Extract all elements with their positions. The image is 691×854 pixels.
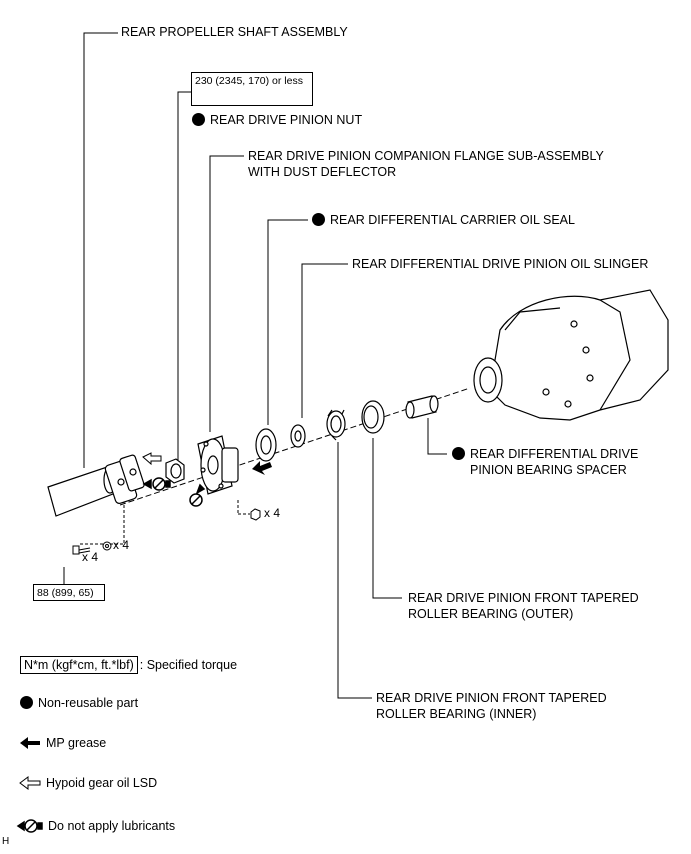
qty-nut: x 4: [264, 506, 281, 520]
bearing-spacer-shape: [405, 395, 439, 419]
qty-bolt: x 4: [82, 550, 99, 564]
legend-mp-grease-text: MP grease: [46, 736, 107, 750]
mp-grease-arrow-icon: [252, 461, 272, 475]
label-oil-seal: REAR DIFFERENTIAL CARRIER OIL SEAL: [312, 212, 575, 229]
hypoid-oil-arrow-icon: [142, 452, 162, 466]
no-lubricant-mark-1: [142, 477, 171, 491]
label-bearing-outer-line2: ROLLER BEARING (OUTER): [408, 607, 574, 621]
label-pinion-nut-text: REAR DRIVE PINION NUT: [210, 113, 363, 127]
bearing-outer-shape: [361, 400, 385, 434]
legend-torque: N*m (kgf*cm, ft.*lbf): Specified torque: [20, 656, 238, 674]
non-reusable-dot-icon: [312, 213, 325, 226]
legend-mp-grease-icon: [20, 737, 40, 749]
legend-hypoid-oil-text: Hypoid gear oil LSD: [46, 776, 158, 790]
leader-bearing-inner: [337, 442, 372, 699]
washer-shape: [102, 541, 112, 551]
leader-oil-seal: [267, 219, 308, 425]
leader-propeller-shaft: [83, 32, 118, 468]
leader-bearing-outer: [372, 438, 402, 599]
leader-oil-slinger: [301, 263, 348, 418]
corner-mark: H: [2, 836, 10, 847]
label-bearing-inner-line2: ROLLER BEARING (INNER): [376, 707, 537, 721]
legend-non-reusable-text: Non-reusable part: [38, 696, 139, 710]
label-companion-flange-line1: REAR DRIVE PINION COMPANION FLANGE SUB-A…: [248, 149, 604, 163]
qty-washer: x 4: [113, 538, 130, 552]
legend-torque-box: N*m (kgf*cm, ft.*lbf): [20, 656, 138, 674]
leader-companion-flange: [209, 155, 244, 432]
label-oil-slinger: REAR DIFFERENTIAL DRIVE PINION OIL SLING…: [352, 257, 649, 271]
non-reusable-dot-icon: [20, 696, 33, 709]
non-reusable-dot-icon: [192, 113, 205, 126]
rear-propeller-shaft: [47, 454, 145, 517]
label-pinion-nut: REAR DRIVE PINION NUT: [192, 112, 362, 129]
no-lubricant-mark-2: [189, 483, 206, 507]
legend-torque-text: : Specified torque: [139, 658, 238, 672]
bolt-shape: [72, 545, 91, 555]
oil-slinger-shape: [290, 424, 306, 448]
torque-box-pinion-nut: 230 (2345, 170) or less: [191, 72, 313, 106]
legend-no-lubricant-text: Do not apply lubricants: [48, 819, 176, 833]
label-bearing-spacer-line2: PINION BEARING SPACER: [470, 463, 627, 477]
label-propeller-shaft: REAR PROPELLER SHAFT ASSEMBLY: [121, 25, 348, 39]
differential-carrier-housing: [473, 289, 669, 421]
label-bearing-spacer-text: REAR DIFFERENTIAL DRIVE: [470, 447, 639, 461]
label-bearing-outer-line1: REAR DRIVE PINION FRONT TAPERED: [408, 591, 639, 605]
bearing-inner-shape: [326, 409, 346, 441]
non-reusable-dot-icon: [452, 447, 465, 460]
companion-flange-shape: [197, 435, 239, 495]
label-companion-flange-line2: WITH DUST DEFLECTOR: [248, 165, 397, 179]
flange-nut-shape: [250, 508, 261, 521]
label-oil-seal-text: REAR DIFFERENTIAL CARRIER OIL SEAL: [330, 213, 575, 227]
leader-bearing-spacer: [427, 418, 447, 455]
torque-box-shaft-bolt: 88 (899, 65): [33, 584, 105, 601]
legend-non-reusable: Non-reusable part: [20, 695, 138, 711]
oil-seal-shape: [255, 428, 277, 462]
pinion-nut-shape: [165, 458, 185, 484]
legend-no-lubricant-icon: [16, 819, 43, 833]
label-bearing-spacer-line1: REAR DIFFERENTIAL DRIVE: [452, 446, 638, 463]
label-bearing-inner-line1: REAR DRIVE PINION FRONT TAPERED: [376, 691, 607, 705]
leader-pinion-nut: [177, 91, 191, 460]
legend-hypoid-oil-icon: [19, 776, 41, 790]
